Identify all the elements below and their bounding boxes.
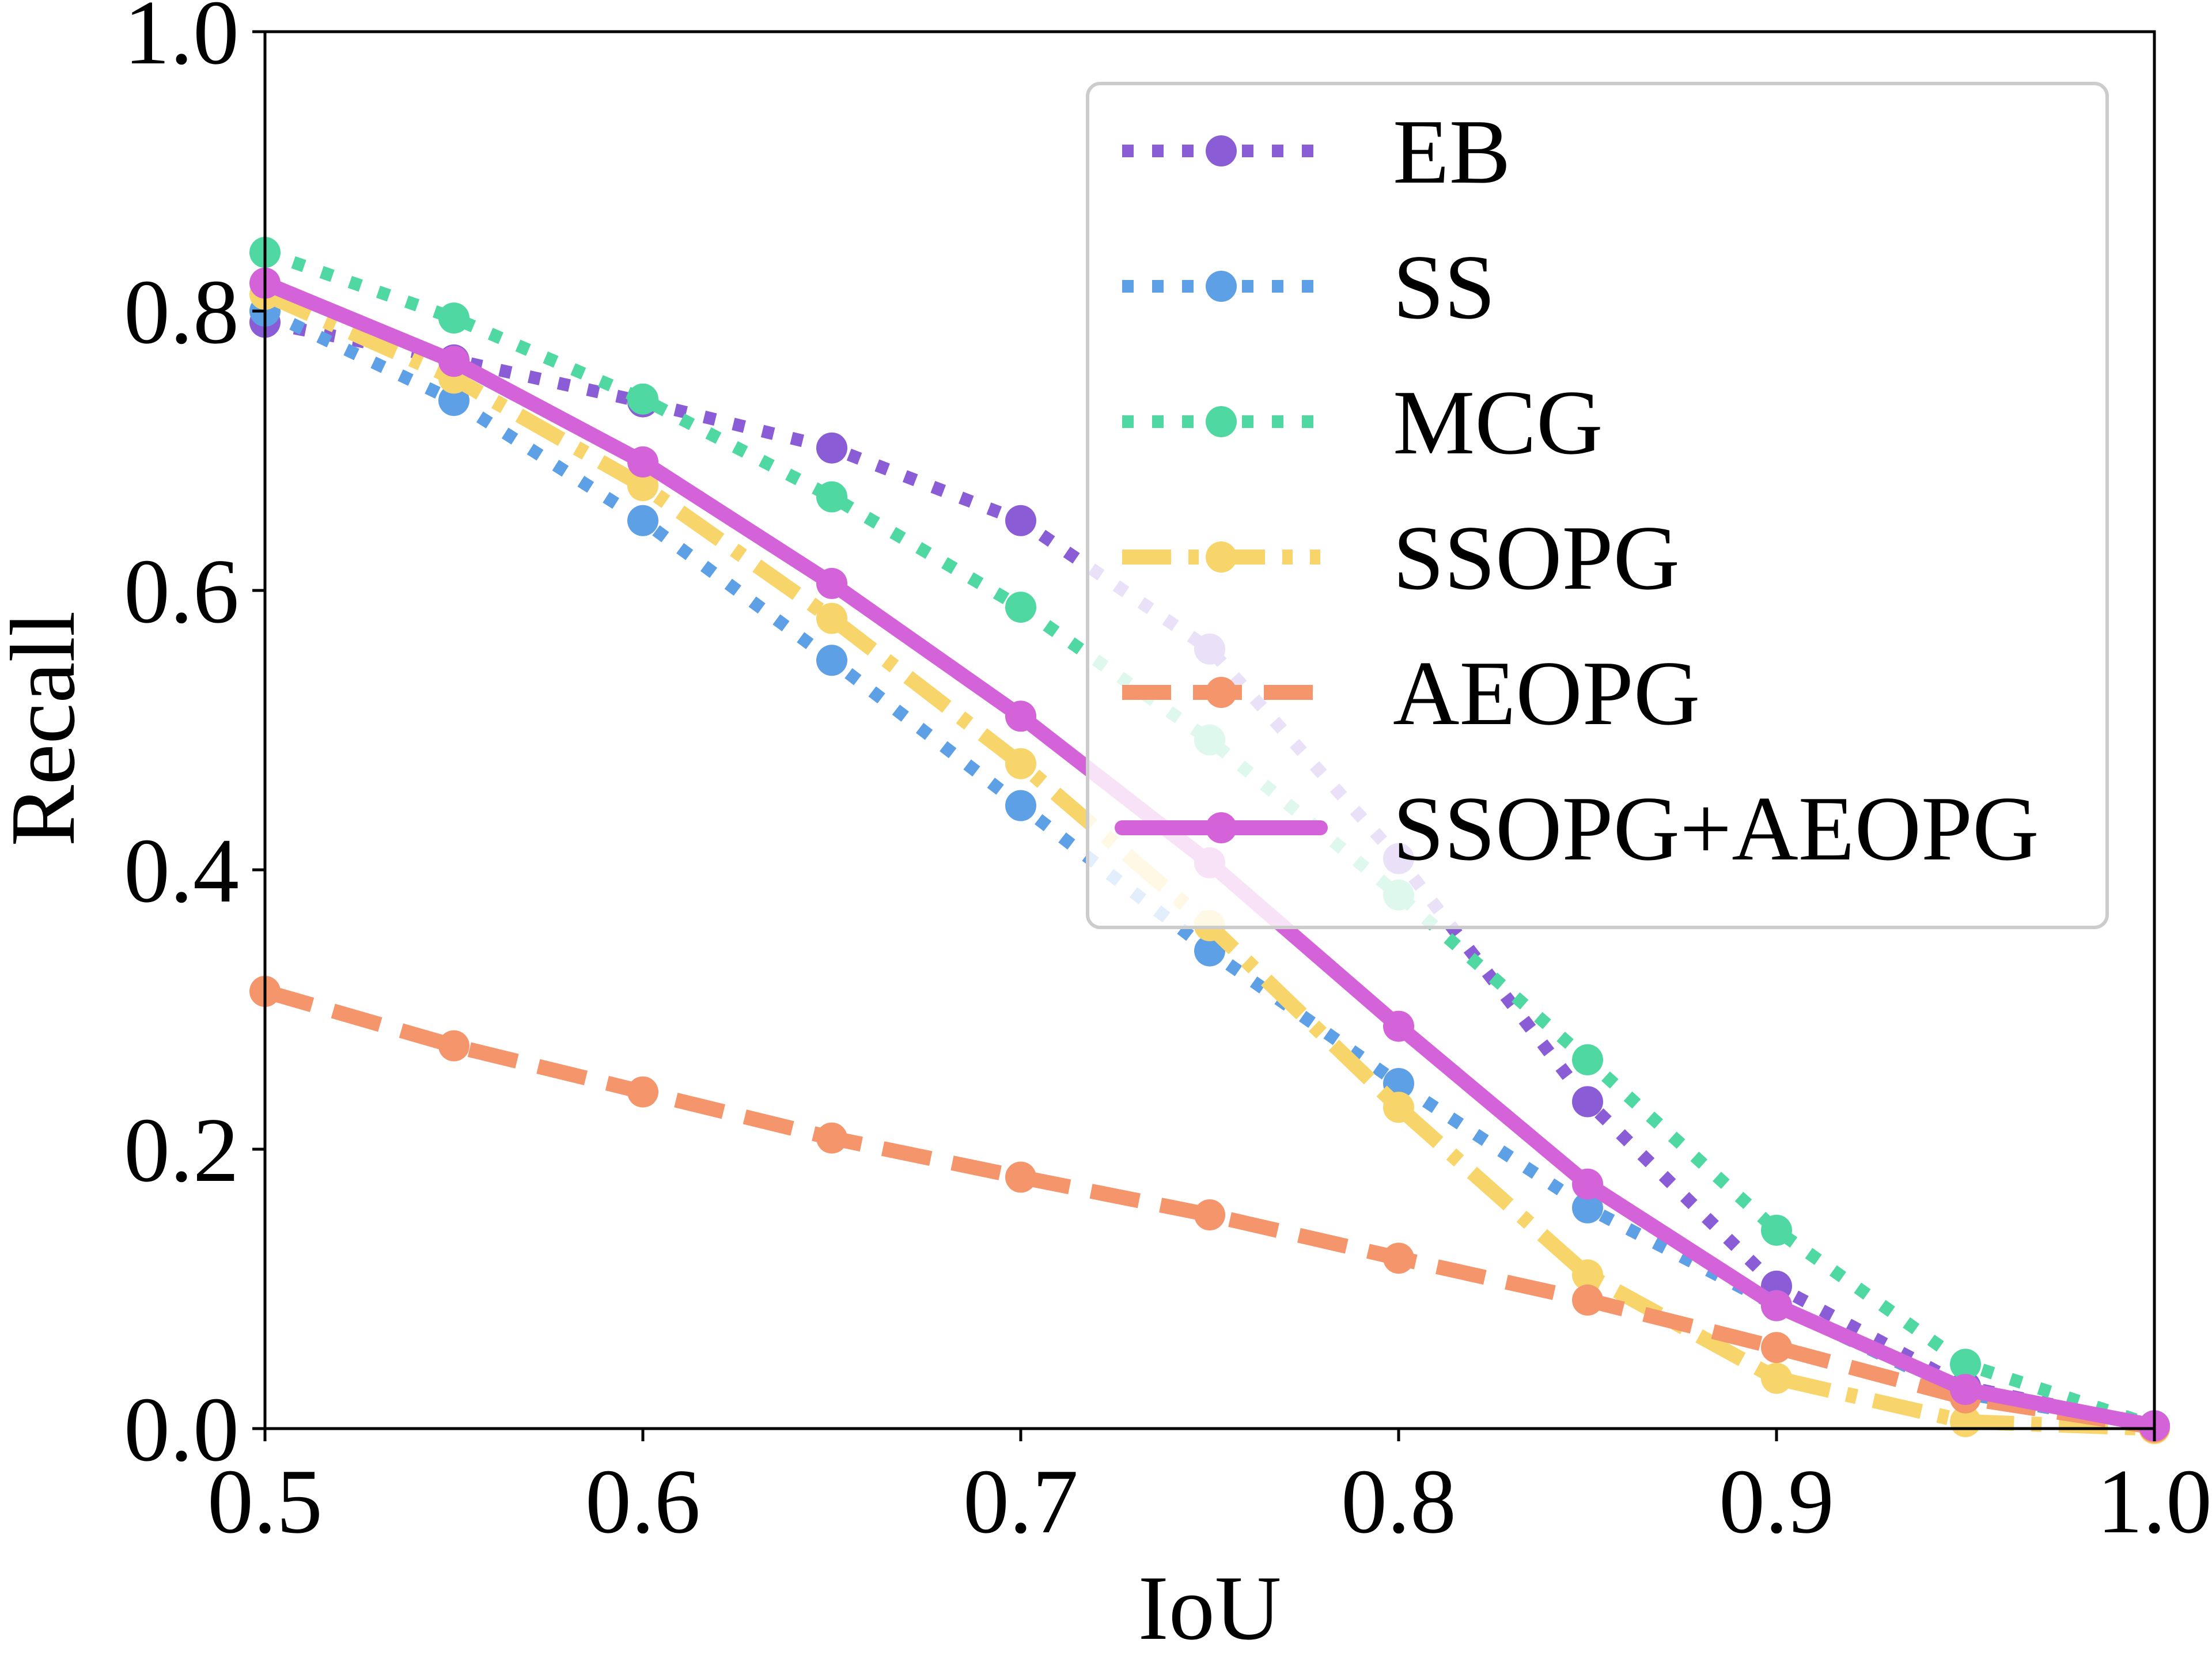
x-tick-label: 0.9 [1719,1450,1834,1552]
data-point [816,567,847,599]
series-line [263,984,2156,1435]
data-point [1005,790,1036,821]
data-point [1761,1214,1792,1246]
y-tick-label: 0.8 [124,260,239,363]
legend-entry: MCG [1122,371,1603,474]
legend-entry: AEOPG [1122,642,1700,744]
x-tick-label: 0.8 [1341,1450,1456,1552]
data-point [1005,505,1036,536]
data-point [438,1030,469,1062]
y-axis-label: Recall [0,611,94,847]
data-point [816,1122,847,1154]
y-tick-label: 1.0 [124,0,239,84]
data-point [1572,1044,1603,1075]
data-point [1005,1161,1036,1193]
data-point [816,481,847,513]
y-tick-label: 0.6 [124,540,239,642]
legend-label: AEOPG [1393,642,1700,744]
legend-entry: SSOPG+AEOPG [1115,777,2039,880]
legend: EB SS MCG SSOPG AEOPG SSOPG+AEOPG [1086,82,2109,929]
y-tick-label: 0.4 [124,819,239,922]
data-point [627,1076,658,1108]
data-point [627,383,658,415]
data-point [816,645,847,676]
legend-entry: SSOPG [1122,506,1680,609]
data-point [816,432,847,464]
legend-swatch-marker [1206,135,1237,166]
y-tick-label: 0.2 [124,1099,239,1201]
legend-label: MCG [1393,371,1603,474]
legend-swatch-marker [1206,406,1237,437]
y-tick-label: 0.0 [124,1378,239,1480]
data-point [438,385,469,416]
data-point [627,470,658,502]
x-tick-label: 0.7 [963,1450,1078,1552]
x-tick-label: 1.0 [2097,1450,2212,1552]
data-point [1005,700,1036,732]
legend-swatch-marker [1206,271,1237,302]
legend-label: SSOPG [1393,506,1680,609]
data-point [438,346,469,377]
data-point [1761,1290,1792,1321]
x-tick-label: 0.5 [207,1450,323,1552]
data-point [1194,1199,1225,1230]
series-line [263,246,2157,1432]
ticks-layer: 0.5 0.6 0.7 0.8 0.9 1.0 0.0 0.2 0.4 0.6 0.8 1.0 [124,0,2212,1552]
data-point [1572,1168,1603,1200]
data-point [1572,1259,1603,1291]
data-point [1383,1243,1414,1274]
data-point [1761,1362,1792,1394]
data-point [1950,1374,1981,1406]
data-point [1005,748,1036,779]
legend-label: EB [1393,100,1510,203]
data-point [627,505,658,536]
data-point [1383,1010,1414,1042]
data-point [1950,1349,1981,1380]
legend-label: SS [1393,236,1495,338]
data-point [1572,1284,1603,1316]
plot-frame [263,30,2156,1430]
legend-swatch-marker [1206,677,1237,708]
legend-swatch-marker [1206,812,1237,843]
legend-label: SSOPG+AEOPG [1393,777,2039,880]
legend-entry: SS [1122,236,1495,338]
data-point [1572,1192,1603,1224]
x-tick-label: 0.6 [585,1450,700,1552]
data-point [1005,592,1036,623]
data-point [1383,1092,1414,1123]
legend-entry: EB [1122,100,1510,203]
data-point [816,603,847,634]
data-point [1761,1332,1792,1363]
x-axis-label: IoU [1138,1556,1282,1659]
data-point [627,446,658,478]
legend-box [1086,82,2109,929]
data-point [438,302,469,334]
legend-swatch-marker [1206,541,1237,573]
data-point [1572,1086,1603,1118]
